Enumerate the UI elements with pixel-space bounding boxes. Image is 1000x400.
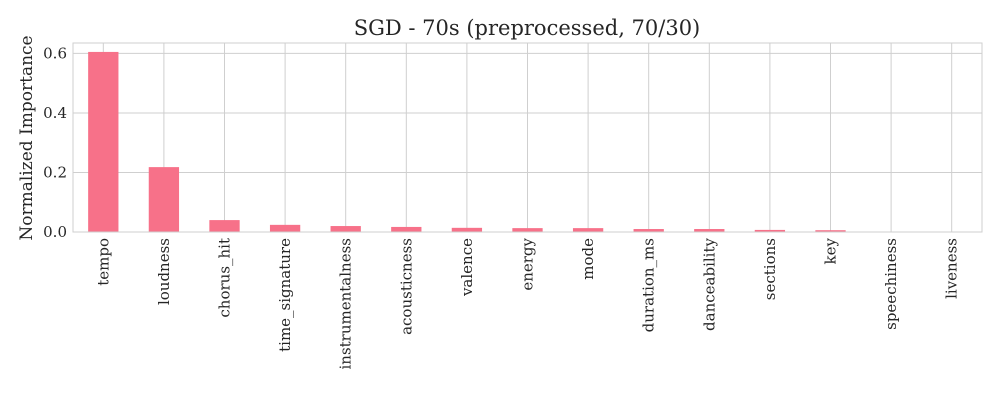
x-tick-label: speechiness: [882, 238, 900, 330]
x-tick-label: loudness: [155, 238, 173, 305]
x-tick-label: duration_ms: [640, 238, 658, 332]
x-tick-label: liveness: [943, 238, 961, 299]
bar-danceability: [694, 229, 725, 232]
bar-time_signature: [269, 224, 301, 232]
x-tick-label: instrumentalness: [337, 238, 355, 369]
x-tick-label: acousticness: [397, 238, 415, 335]
bar-mode: [572, 228, 604, 232]
x-tick-label: valence: [458, 238, 476, 297]
bar-valence: [451, 227, 483, 232]
bar-tempo: [88, 51, 119, 232]
bar-instrumentalness: [330, 226, 361, 232]
bar-chorus_hit: [209, 220, 240, 232]
x-tick-label: danceability: [700, 237, 718, 330]
x-tick-layer: tempo loudness chorus_hit time_signature ins…: [94, 237, 960, 369]
x-tick-label: energy: [519, 237, 537, 290]
y-tick-label: 0.4: [43, 104, 67, 122]
x-tick-label: tempo: [94, 238, 112, 286]
chart-title: SGD - 70s (preprocessed, 70/30): [354, 16, 701, 40]
y-tick-label: 0.6: [43, 44, 67, 62]
bar-layer: [88, 51, 967, 232]
x-tick-label: time_signature: [276, 238, 294, 352]
grid-layer: [73, 43, 982, 233]
bar-key: [815, 230, 846, 232]
plot-frame: [72, 42, 983, 233]
x-tick-label: key: [822, 237, 840, 264]
y-tick-layer: 0.0 0.2 0.4 0.6: [43, 44, 67, 241]
bar-sections: [754, 229, 786, 232]
bar-loudness: [148, 167, 180, 232]
bar-acousticness: [391, 226, 422, 232]
x-tick-label: sections: [761, 238, 779, 300]
x-tick-label: chorus_hit: [216, 238, 234, 318]
bar-duration_ms: [633, 229, 664, 232]
y-tick-label: 0.2: [43, 163, 67, 181]
bar-energy: [512, 228, 543, 232]
y-axis-label: Normalized Importance: [17, 35, 37, 240]
x-tick-label: mode: [579, 238, 597, 280]
y-tick-label: 0.0: [43, 223, 67, 241]
